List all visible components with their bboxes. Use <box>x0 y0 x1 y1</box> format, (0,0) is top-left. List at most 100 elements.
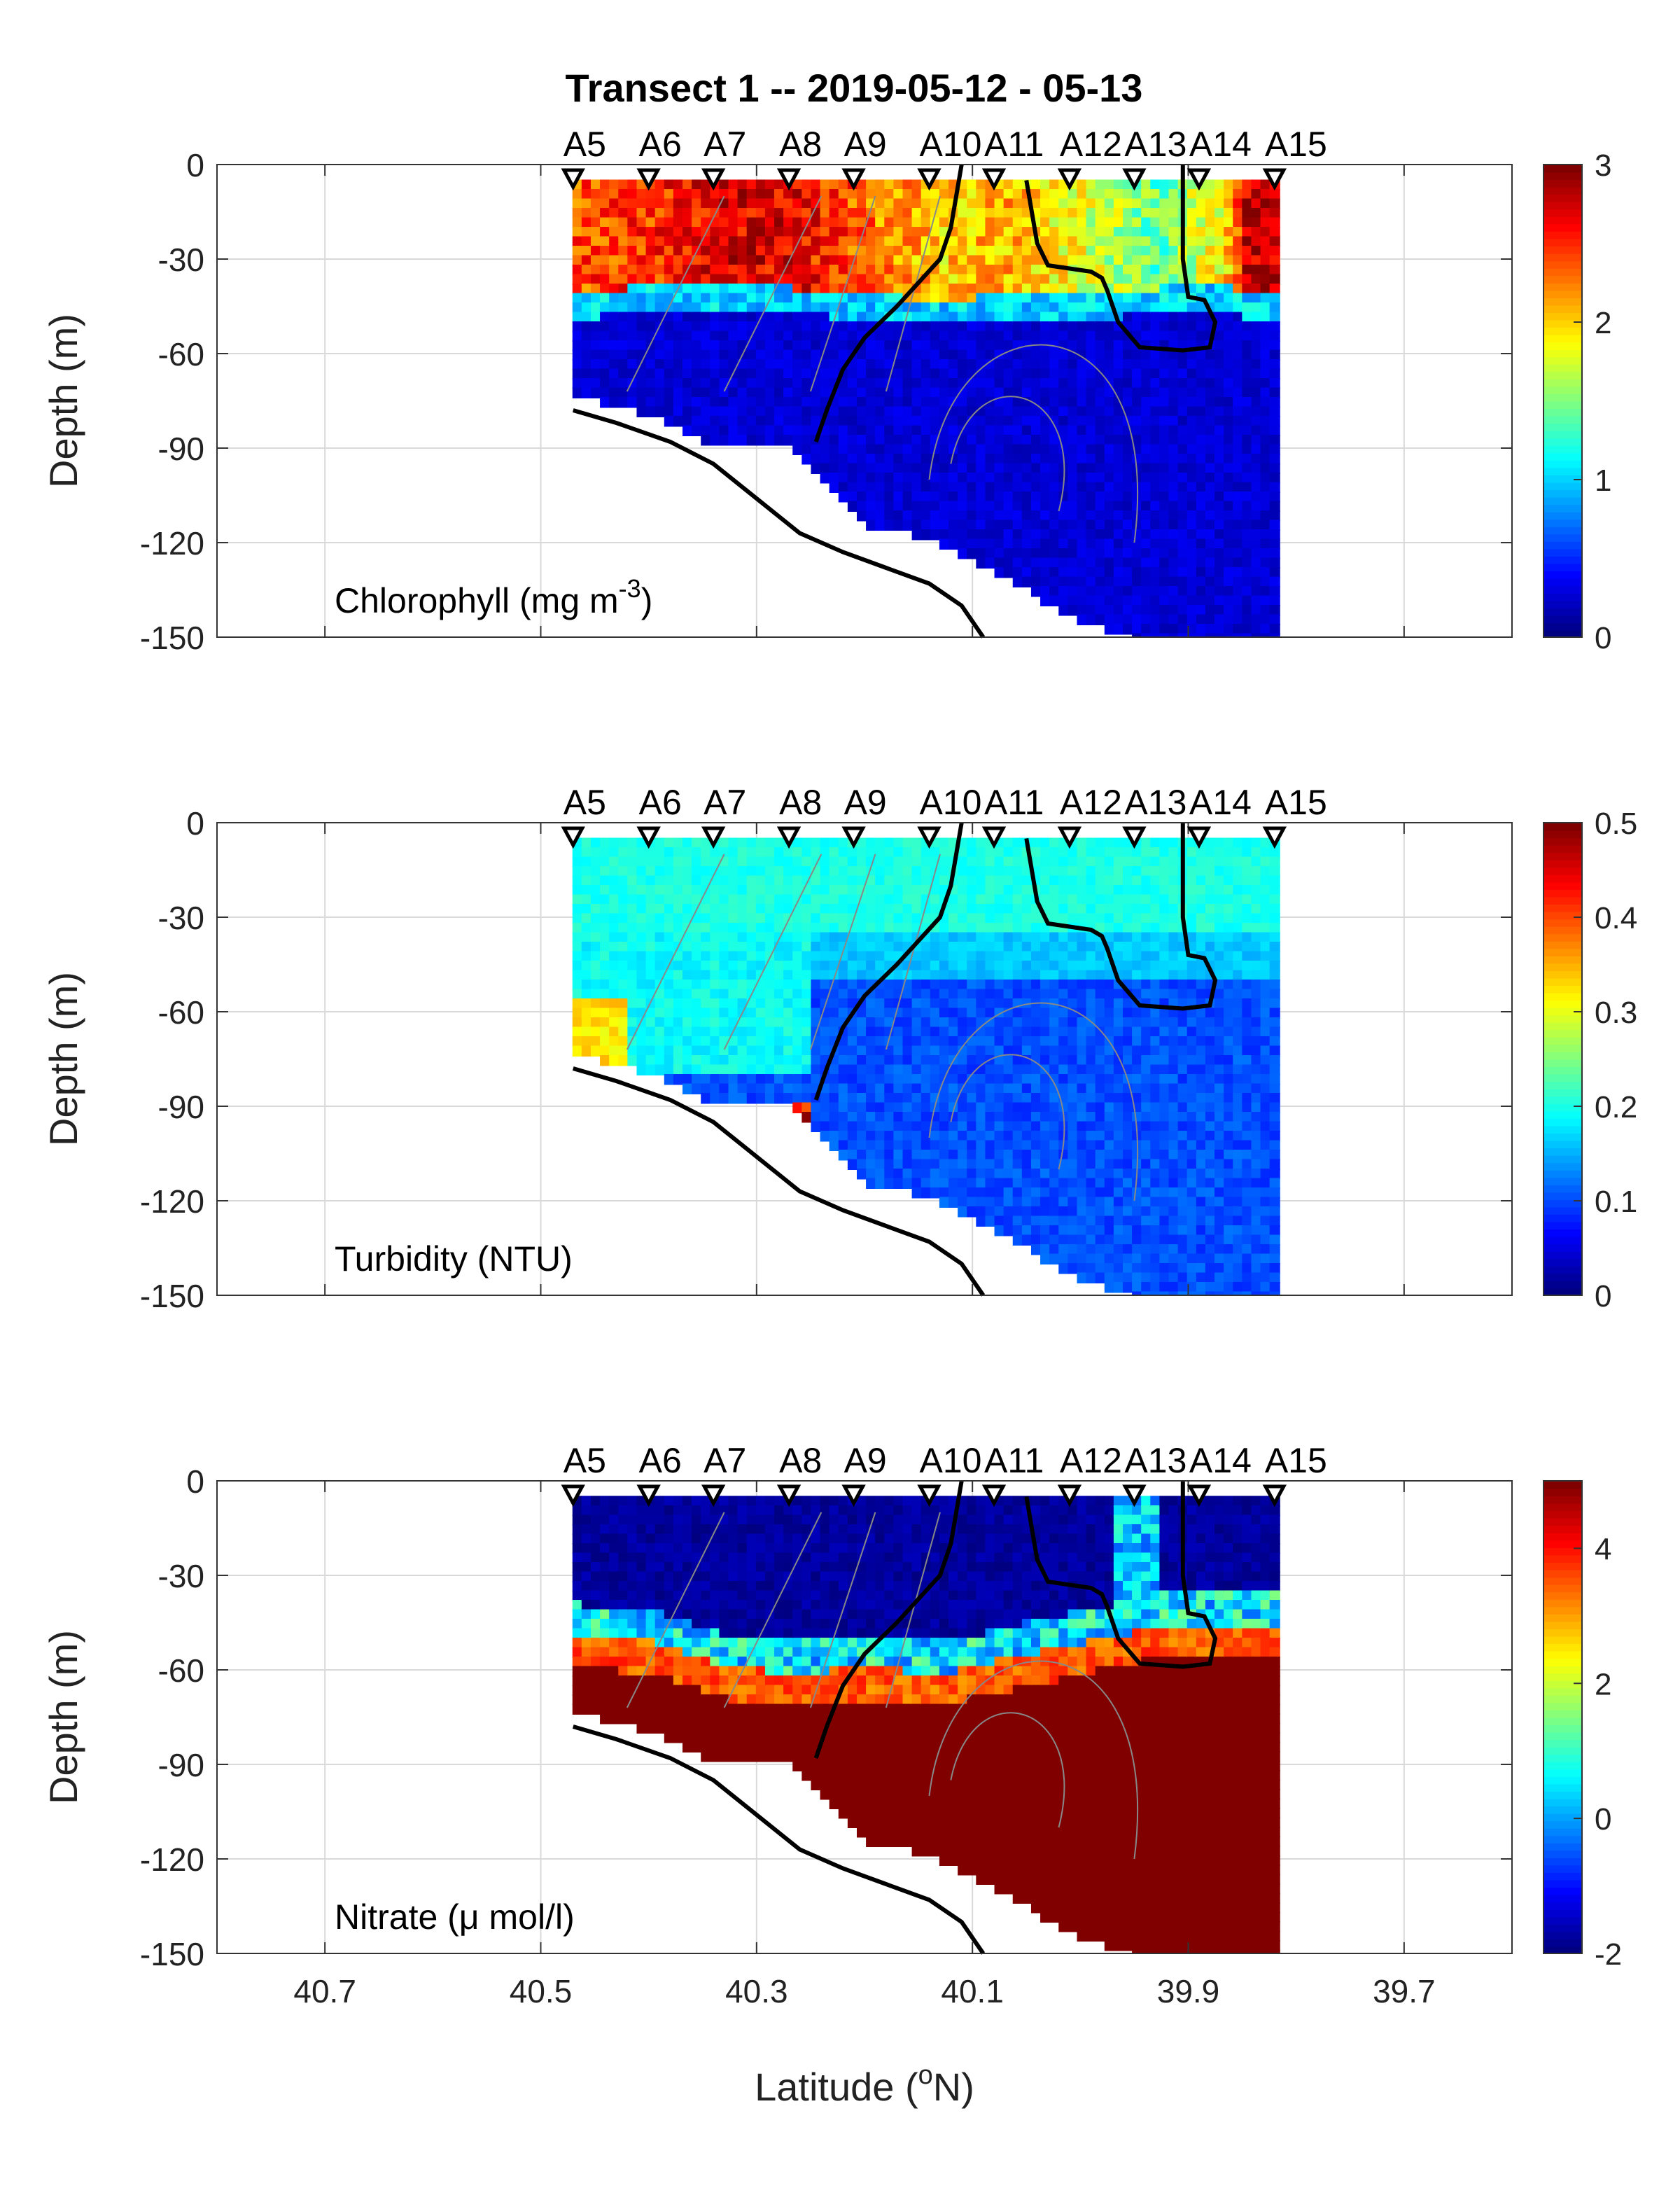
heatmap-cell <box>1096 838 1106 849</box>
heatmap-cell <box>958 1103 968 1114</box>
heatmap-cell <box>884 492 895 503</box>
heatmap-cell <box>820 980 831 991</box>
heatmap-cell <box>893 1055 904 1066</box>
heatmap-cell <box>710 302 720 314</box>
heatmap-cell <box>903 492 913 503</box>
heatmap-cell <box>1040 1244 1051 1255</box>
heatmap-cell <box>1224 615 1234 626</box>
heatmap-cell <box>1068 1131 1078 1142</box>
heatmap-cell <box>866 454 876 465</box>
heatmap-cell <box>1013 577 1023 588</box>
heatmap-cell <box>591 989 601 1001</box>
heatmap-cell <box>995 558 1005 569</box>
heatmap-cell <box>1205 548 1216 559</box>
heatmap-cell <box>1150 605 1161 616</box>
heatmap-cell <box>1040 1008 1051 1019</box>
heatmap-cell <box>985 970 995 982</box>
heatmap-cell <box>875 1074 886 1085</box>
heatmap-cell <box>875 426 886 437</box>
heatmap-cell <box>1004 1216 1014 1227</box>
heatmap-cell <box>1205 539 1216 550</box>
heatmap-cell <box>1150 369 1161 380</box>
heatmap-cell <box>1169 445 1180 456</box>
heatmap-cell <box>1169 293 1180 305</box>
heatmap-cell <box>1049 312 1060 323</box>
heatmap-cell <box>1233 350 1243 361</box>
heatmap-cell <box>1205 284 1216 295</box>
heatmap-cell <box>1077 885 1087 896</box>
heatmap-cell <box>985 847 995 858</box>
heatmap-cell <box>802 1017 812 1029</box>
heatmap-cell <box>958 331 968 342</box>
heatmap-cell <box>1132 416 1142 427</box>
heatmap-cell <box>903 1178 913 1190</box>
heatmap-cell <box>1058 914 1069 925</box>
heatmap-cell <box>774 1046 785 1057</box>
heatmap-cell <box>1214 284 1225 295</box>
heatmap-cell <box>820 895 831 906</box>
heatmap-cell <box>1004 416 1014 427</box>
heatmap-cell <box>719 359 729 370</box>
heatmap-cell <box>1114 482 1124 494</box>
heatmap-cell <box>582 904 592 915</box>
heatmap-cell <box>1123 388 1133 399</box>
heatmap-cell <box>1196 435 1207 446</box>
heatmap-cell <box>792 350 803 361</box>
heatmap-cell <box>783 293 794 305</box>
heatmap-cell <box>1086 331 1097 342</box>
heatmap-cell <box>921 1008 932 1019</box>
heatmap-cell <box>600 321 610 333</box>
heatmap-cell <box>830 256 840 267</box>
heatmap-cell <box>1077 199 1087 210</box>
heatmap-cell <box>756 256 766 267</box>
heatmap-cell <box>1013 961 1023 972</box>
heatmap-cell <box>921 302 932 314</box>
heatmap-cell <box>985 510 995 522</box>
heatmap-cell <box>729 942 739 953</box>
heatmap-cell <box>1105 256 1115 267</box>
heatmap-cell <box>1233 293 1243 305</box>
heatmap-cell <box>1242 388 1252 399</box>
heatmap-cell <box>618 914 629 925</box>
heatmap-cell <box>903 445 913 456</box>
heatmap-cell <box>783 1065 794 1076</box>
heatmap-cell <box>1141 246 1152 257</box>
heatmap-cell <box>591 218 601 229</box>
heatmap-cell <box>921 416 932 427</box>
heatmap-cell <box>875 208 886 219</box>
heatmap-cell <box>701 218 711 229</box>
heatmap-cell <box>820 1046 831 1057</box>
heatmap-cell <box>1058 548 1069 559</box>
heatmap-cell <box>600 1055 610 1066</box>
heatmap-cell <box>756 1055 766 1066</box>
heatmap-cell <box>719 189 729 200</box>
heatmap-cell <box>664 256 675 267</box>
heatmap-cell <box>1004 895 1014 906</box>
heatmap-cell <box>1049 246 1060 257</box>
heatmap-cell <box>912 473 923 484</box>
heatmap-cell <box>958 445 968 456</box>
heatmap-cell <box>830 359 840 370</box>
heatmap-cell <box>884 1046 895 1057</box>
heatmap-cell <box>1141 227 1152 238</box>
heatmap-cell <box>582 237 592 248</box>
heatmap-cell <box>1159 539 1170 550</box>
panel-label-main: Chlorophyll (mg m <box>335 581 619 620</box>
heatmap-cell <box>1242 558 1252 569</box>
heatmap-cell <box>1224 407 1234 418</box>
heatmap-cell <box>967 218 977 229</box>
heatmap-cell <box>976 1122 986 1133</box>
heatmap-cell <box>1196 624 1207 635</box>
heatmap-cell <box>1251 615 1261 626</box>
heatmap-cell <box>701 923 711 934</box>
heatmap-cell <box>939 529 950 541</box>
heatmap-cell <box>848 885 858 896</box>
heatmap-cell <box>948 350 959 361</box>
heatmap-cell <box>783 866 794 877</box>
heatmap-cell <box>1031 189 1042 200</box>
heatmap-cell <box>1022 1150 1032 1161</box>
heatmap-cell <box>1150 567 1161 578</box>
heatmap-cell <box>1205 501 1216 513</box>
heatmap-cell <box>1077 970 1087 982</box>
heatmap-cell <box>1058 596 1069 607</box>
